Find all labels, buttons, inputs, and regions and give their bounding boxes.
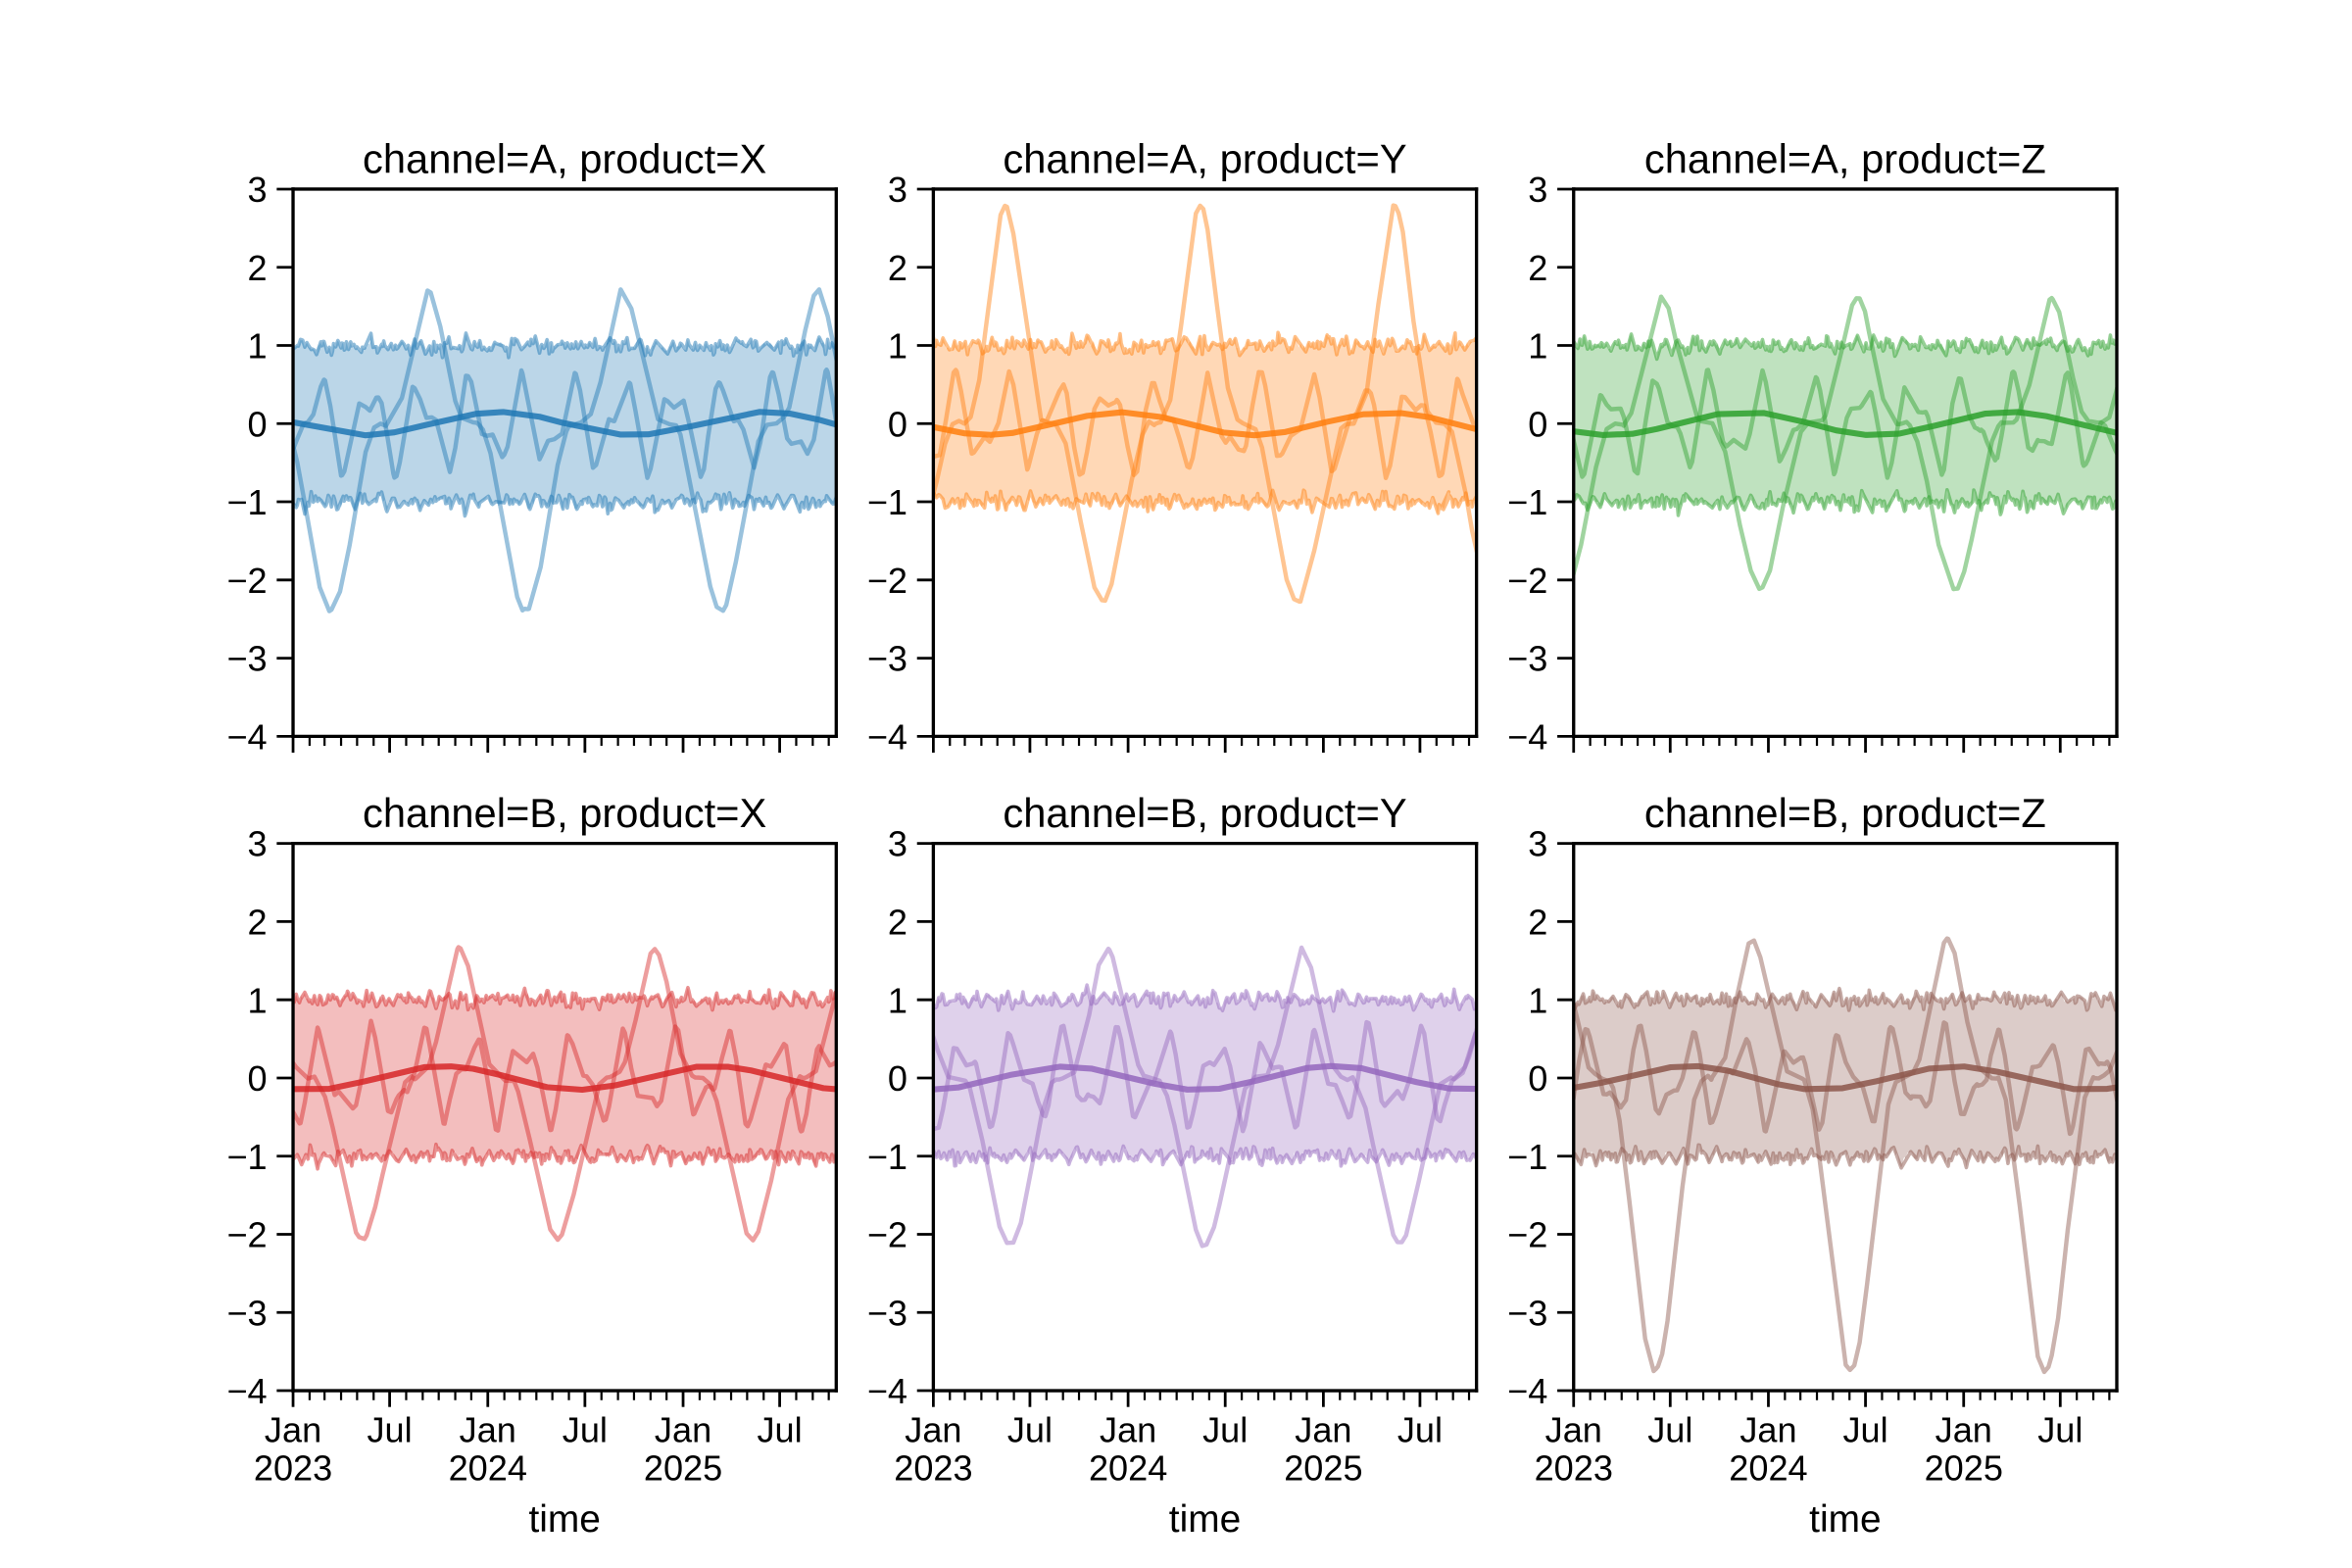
svg-text:0: 0	[888, 404, 907, 444]
svg-text:−1: −1	[226, 1137, 267, 1177]
svg-text:3: 3	[1528, 824, 1547, 864]
svg-text:1: 1	[1528, 980, 1547, 1020]
svg-text:3: 3	[1528, 170, 1547, 210]
svg-text:Jul: Jul	[1397, 1410, 1443, 1450]
svg-text:−4: −4	[867, 716, 907, 757]
svg-text:time: time	[528, 1498, 600, 1541]
svg-text:−3: −3	[1507, 1293, 1547, 1333]
svg-text:Jul: Jul	[2037, 1410, 2082, 1450]
svg-text:channel=B, product=X: channel=B, product=X	[363, 790, 766, 836]
svg-text:2024: 2024	[449, 1447, 527, 1488]
svg-text:time: time	[1169, 1498, 1241, 1541]
svg-text:Jan: Jan	[905, 1410, 961, 1450]
svg-text:−3: −3	[867, 639, 907, 679]
svg-text:Jul: Jul	[1007, 1410, 1053, 1450]
svg-text:Jul: Jul	[757, 1410, 802, 1450]
svg-text:−2: −2	[226, 1215, 267, 1255]
svg-text:0: 0	[248, 404, 268, 444]
svg-text:−2: −2	[867, 561, 907, 601]
svg-text:Jan: Jan	[655, 1410, 711, 1450]
svg-text:2023: 2023	[1535, 1447, 1613, 1488]
svg-text:Jan: Jan	[1295, 1410, 1351, 1450]
svg-text:channel=B, product=Y: channel=B, product=Y	[1003, 790, 1406, 836]
svg-text:Jan: Jan	[1936, 1410, 1992, 1450]
svg-text:time: time	[1809, 1498, 1881, 1541]
svg-text:−4: −4	[867, 1371, 907, 1411]
svg-text:channel=A, product=Y: channel=A, product=Y	[1003, 135, 1406, 181]
svg-text:2024: 2024	[1089, 1447, 1167, 1488]
svg-text:3: 3	[248, 824, 268, 864]
svg-text:2: 2	[248, 902, 268, 942]
svg-text:−1: −1	[1507, 482, 1547, 522]
svg-text:−2: −2	[867, 1215, 907, 1255]
svg-text:−3: −3	[226, 1293, 267, 1333]
svg-text:Jul: Jul	[563, 1410, 608, 1450]
svg-text:channel=A, product=X: channel=A, product=X	[363, 135, 766, 181]
svg-text:channel=B, product=Z: channel=B, product=Z	[1644, 790, 2046, 836]
svg-text:2024: 2024	[1729, 1447, 1807, 1488]
svg-text:0: 0	[248, 1058, 268, 1099]
svg-text:−1: −1	[867, 1137, 907, 1177]
svg-text:Jan: Jan	[1545, 1410, 1602, 1450]
svg-text:Jul: Jul	[1647, 1410, 1692, 1450]
svg-text:Jan: Jan	[265, 1410, 321, 1450]
svg-text:−2: −2	[1507, 561, 1547, 601]
svg-text:2: 2	[888, 248, 907, 288]
svg-text:1: 1	[248, 326, 268, 367]
svg-text:channel=A, product=Z: channel=A, product=Z	[1644, 135, 2046, 181]
svg-text:1: 1	[888, 980, 907, 1020]
svg-text:3: 3	[248, 170, 268, 210]
svg-text:2023: 2023	[894, 1447, 972, 1488]
svg-text:Jan: Jan	[1740, 1410, 1796, 1450]
svg-text:Jul: Jul	[1202, 1410, 1248, 1450]
svg-text:2023: 2023	[254, 1447, 332, 1488]
svg-text:0: 0	[1528, 404, 1547, 444]
svg-text:−2: −2	[226, 561, 267, 601]
svg-text:−3: −3	[226, 639, 267, 679]
svg-text:2: 2	[888, 902, 907, 942]
svg-text:2: 2	[248, 248, 268, 288]
svg-text:Jan: Jan	[460, 1410, 516, 1450]
svg-text:1: 1	[888, 326, 907, 367]
svg-text:−3: −3	[1507, 639, 1547, 679]
svg-text:Jan: Jan	[1100, 1410, 1156, 1450]
svg-text:3: 3	[888, 824, 907, 864]
svg-text:Jul: Jul	[1842, 1410, 1887, 1450]
svg-text:−4: −4	[1507, 1371, 1547, 1411]
svg-text:−4: −4	[226, 716, 267, 757]
svg-text:1: 1	[1528, 326, 1547, 367]
svg-text:3: 3	[888, 170, 907, 210]
svg-text:2025: 2025	[644, 1447, 722, 1488]
svg-text:−1: −1	[226, 482, 267, 522]
svg-text:2: 2	[1528, 248, 1547, 288]
svg-text:2025: 2025	[1925, 1447, 2003, 1488]
svg-text:−4: −4	[1507, 716, 1547, 757]
svg-text:−2: −2	[1507, 1215, 1547, 1255]
svg-text:0: 0	[1528, 1058, 1547, 1099]
svg-text:−4: −4	[226, 1371, 267, 1411]
svg-text:−1: −1	[1507, 1137, 1547, 1177]
svg-text:0: 0	[888, 1058, 907, 1099]
svg-text:1: 1	[248, 980, 268, 1020]
svg-text:2025: 2025	[1284, 1447, 1362, 1488]
svg-text:2: 2	[1528, 902, 1547, 942]
svg-text:−1: −1	[867, 482, 907, 522]
svg-text:−3: −3	[867, 1293, 907, 1333]
svg-text:Jul: Jul	[368, 1410, 413, 1450]
